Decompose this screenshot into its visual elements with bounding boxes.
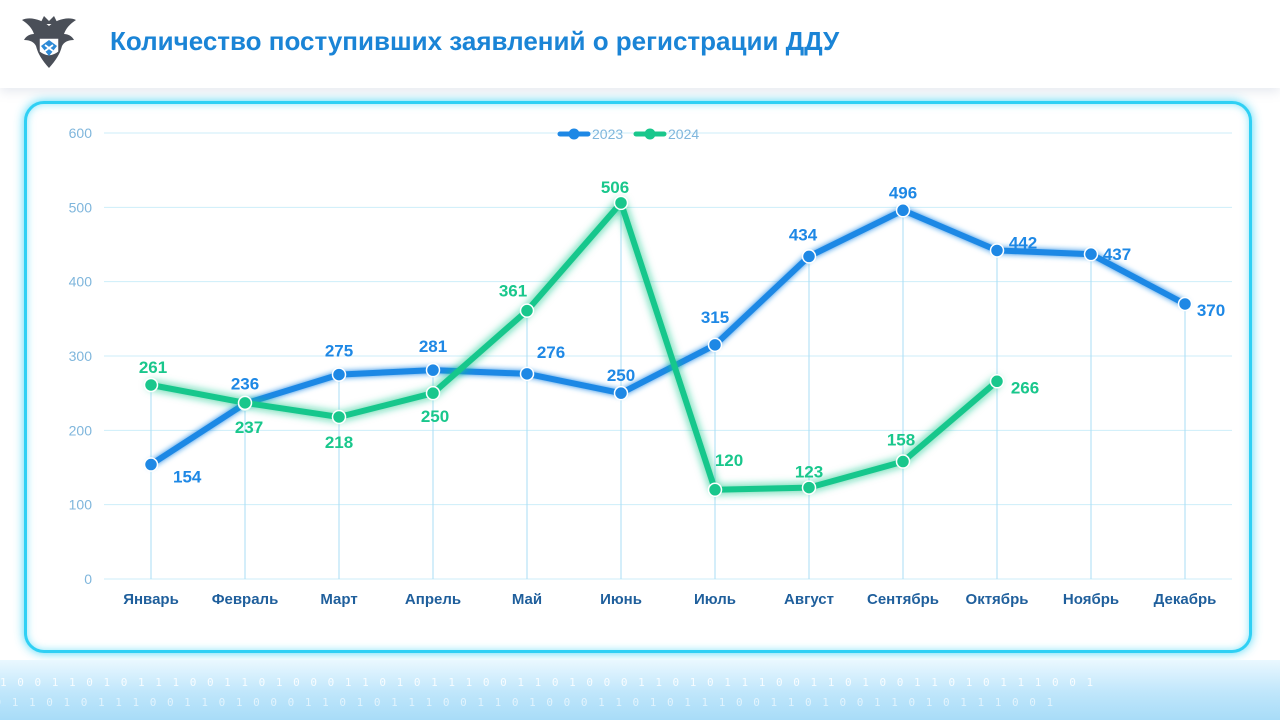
- decorative-footer: 1 0 0 1 1 0 1 0 1 1 1 0 0 1 1 0 1 0 0 0 …: [0, 660, 1280, 720]
- data-point-2024: [801, 480, 817, 495]
- series-line-2023: [148, 207, 1188, 468]
- data-label-2024: 237: [235, 418, 263, 437]
- data-label-2024: 120: [715, 451, 743, 470]
- double-headed-eagle-emblem-icon: [22, 16, 76, 68]
- x-tick-label: Сентябрь: [867, 591, 939, 608]
- data-label-2024: 218: [325, 433, 353, 452]
- data-point-2023: [895, 203, 911, 218]
- data-label-2023: 276: [537, 343, 565, 362]
- legend-marker-2024: [644, 128, 656, 140]
- data-point-2023: [1177, 296, 1193, 312]
- x-tick-label: Октябрь: [966, 591, 1029, 608]
- x-tick-label: Май: [512, 591, 542, 608]
- data-label-2023: 434: [789, 225, 818, 244]
- binary-pattern: 1 0 0 1 1 0 1 0 1 1 1 0 0 1 1 0 1 0 0 0 …: [0, 676, 1096, 689]
- x-tick-label: Июнь: [600, 591, 642, 608]
- legend-label-2023: 2023: [592, 126, 623, 142]
- data-point-2024: [895, 454, 911, 469]
- data-point-2023: [425, 362, 441, 378]
- data-point-2024: [331, 409, 347, 425]
- series-line-2024: [148, 199, 1000, 493]
- x-tick-label: Февраль: [212, 591, 279, 608]
- data-point-2023: [989, 243, 1005, 258]
- header-bar: Количество поступивших заявлений о регис…: [0, 0, 1280, 88]
- data-point-2023: [331, 367, 347, 382]
- data-label-2024: 250: [421, 407, 449, 426]
- data-label-2023: 370: [1197, 301, 1225, 320]
- y-tick-label: 300: [69, 348, 93, 364]
- data-point-2024: [707, 482, 723, 498]
- data-label-2024: 266: [1011, 378, 1039, 397]
- data-point-2024: [989, 374, 1005, 389]
- x-tick-label: Декабрь: [1154, 591, 1217, 608]
- y-tick-label: 0: [84, 571, 92, 587]
- data-label-2023: 154: [173, 468, 202, 487]
- data-label-2023: 496: [889, 183, 917, 202]
- data-label-2023: 250: [607, 366, 635, 385]
- x-tick-label: Январь: [123, 591, 179, 608]
- data-label-2023: 437: [1103, 245, 1131, 264]
- data-label-2024: 123: [795, 463, 823, 482]
- data-point-2024: [613, 195, 629, 211]
- y-tick-label: 400: [69, 274, 93, 290]
- data-point-2024: [237, 395, 253, 411]
- data-label-2024: 361: [499, 282, 527, 301]
- data-point-2023: [801, 249, 817, 264]
- data-label-2024: 158: [887, 431, 915, 450]
- data-label-2023: 442: [1009, 233, 1037, 252]
- data-label-2023: 315: [701, 308, 729, 327]
- data-point-2024: [143, 377, 159, 393]
- data-label-2024: 261: [139, 358, 167, 377]
- y-tick-label: 200: [69, 422, 93, 438]
- data-point-2023: [613, 385, 629, 401]
- data-point-2023: [1083, 246, 1099, 262]
- data-point-2023: [519, 366, 535, 382]
- data-point-2024: [519, 303, 535, 318]
- data-point-2023: [707, 337, 723, 353]
- data-label-2023: 281: [419, 337, 447, 356]
- x-tick-label: Апрель: [405, 591, 461, 608]
- x-tick-label: Август: [784, 591, 834, 608]
- data-point-2023: [143, 457, 159, 472]
- chart-frame: [24, 101, 1252, 653]
- x-tick-label: Июль: [694, 591, 736, 608]
- page-title: Количество поступивших заявлений о регис…: [110, 26, 840, 56]
- data-label-2024: 506: [601, 178, 629, 197]
- x-tick-label: Ноябрь: [1063, 591, 1119, 608]
- binary-pattern-secondary: 1 0 0 1 1 0 1 0 1 1 1 0 0 1 1 0 1 0 0 0 …: [0, 696, 1056, 709]
- data-point-2024: [425, 385, 441, 401]
- legend-marker-2023: [568, 128, 580, 140]
- y-tick-label: 600: [69, 125, 93, 141]
- data-label-2023: 236: [231, 375, 259, 394]
- y-tick-label: 100: [69, 497, 93, 513]
- y-tick-label: 500: [69, 199, 93, 215]
- x-tick-label: Март: [320, 591, 357, 608]
- data-label-2023: 275: [325, 342, 353, 361]
- legend-label-2024: 2024: [668, 126, 699, 142]
